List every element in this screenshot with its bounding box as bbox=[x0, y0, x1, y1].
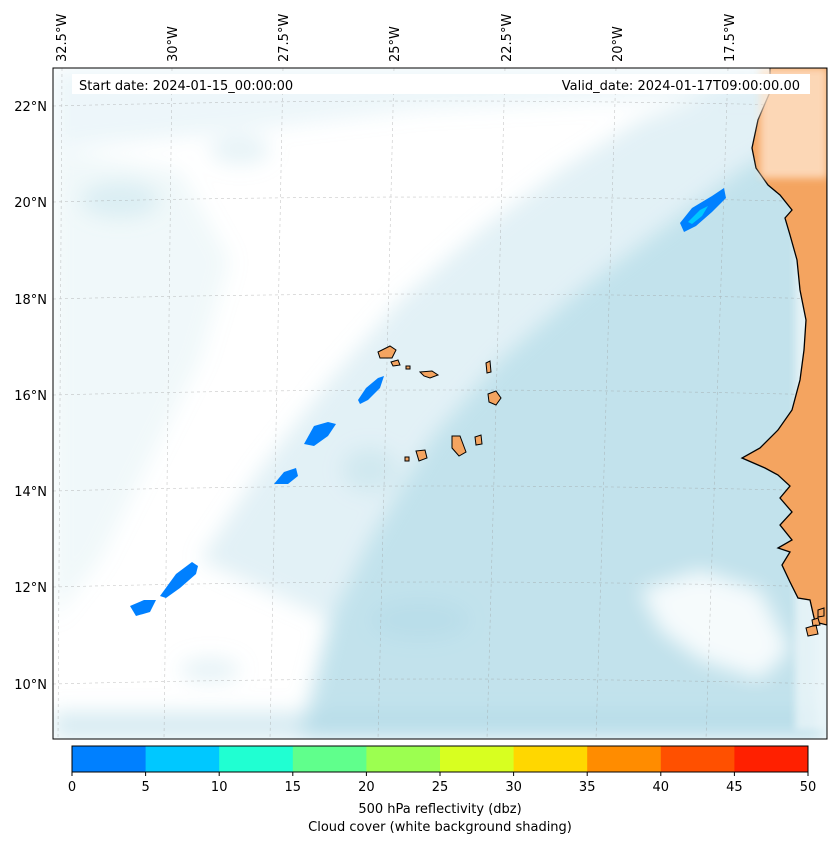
cloud-patch bbox=[80, 182, 160, 218]
lat-label: 20°N bbox=[14, 196, 47, 211]
lon-label: 25°W bbox=[388, 26, 403, 62]
colorbar-swatch bbox=[734, 746, 809, 772]
colorbar: 0 5 10 15 20 25 30 35 40 45 50 500 hPa reflectivit… bbox=[68, 745, 816, 835]
meridian bbox=[377, 68, 395, 739]
lon-label: 22.5°W bbox=[500, 14, 515, 62]
lon-label: 17.5°W bbox=[723, 14, 738, 62]
lat-label: 16°N bbox=[14, 389, 47, 404]
colorbar-swatch bbox=[513, 746, 588, 772]
meridian bbox=[486, 68, 506, 739]
reflectivity-cell-core bbox=[688, 206, 708, 224]
longitude-labels: 32.5°W 30°W 27.5°W 25°W 22.5°W 20°W 17.5… bbox=[55, 14, 738, 62]
colorbar-ticks: 0 5 10 15 20 25 30 35 40 45 50 bbox=[68, 772, 816, 795]
lon-label: 30°W bbox=[166, 26, 181, 62]
graticule bbox=[53, 68, 827, 739]
colorbar-swatch bbox=[145, 746, 220, 772]
lat-label: 12°N bbox=[14, 581, 47, 596]
cloud-patch bbox=[370, 600, 470, 640]
map-panel bbox=[53, 68, 827, 739]
island-brava bbox=[404, 456, 410, 462]
reflectivity-cell bbox=[160, 562, 198, 598]
colorbar-tick-label: 20 bbox=[358, 780, 375, 795]
colorbar-tick-label: 50 bbox=[800, 780, 817, 795]
cloud-patch bbox=[180, 658, 240, 682]
colorbar-label: 500 hPa reflectivity (dbz) bbox=[358, 802, 521, 817]
bissagos-islands bbox=[805, 607, 825, 637]
island-santo-antao bbox=[377, 345, 397, 359]
lon-label: 27.5°W bbox=[277, 14, 292, 62]
reflectivity-cells bbox=[130, 188, 726, 616]
reflectivity-cell bbox=[130, 600, 156, 616]
start-date-label: Start date: 2024-01-15_00:00:00 bbox=[79, 79, 293, 94]
colorbar-tick-label: 25 bbox=[432, 780, 449, 795]
colorbar-tick-label: 10 bbox=[211, 780, 228, 795]
parallel bbox=[53, 485, 827, 492]
lat-label: 22°N bbox=[14, 100, 47, 115]
lon-label: 32.5°W bbox=[55, 14, 70, 62]
cloud-band-south bbox=[53, 712, 827, 739]
island-sal bbox=[485, 360, 492, 374]
colorbar-swatches bbox=[72, 746, 809, 772]
header-box bbox=[72, 74, 810, 94]
reflectivity-cell bbox=[358, 376, 384, 404]
latitude-labels: 22°N 20°N 18°N 16°N 14°N 12°N 10°N bbox=[14, 100, 47, 693]
colorbar-tick-label: 45 bbox=[726, 780, 743, 795]
colorbar-tick-label: 40 bbox=[653, 780, 670, 795]
parallel bbox=[53, 678, 827, 685]
cloud-band-west bbox=[53, 150, 230, 620]
island-santa-luzia bbox=[405, 365, 411, 370]
island-fogo bbox=[415, 449, 428, 462]
colorbar-tick-label: 0 bbox=[68, 780, 76, 795]
parallel bbox=[53, 389, 827, 396]
lat-label: 10°N bbox=[14, 678, 47, 693]
island-sao-nicolau bbox=[418, 370, 440, 379]
meridian bbox=[163, 68, 173, 739]
colorbar-swatch bbox=[292, 746, 367, 772]
cloud-patch bbox=[210, 136, 270, 164]
cape-verde-islands bbox=[377, 345, 502, 462]
colorbar-tick-label: 15 bbox=[285, 780, 302, 795]
colorbar-tick-label: 35 bbox=[579, 780, 596, 795]
island-sao-vicente bbox=[390, 359, 401, 367]
valid-date-label: Valid_date: 2024-01-17T09:00:00.00 bbox=[562, 79, 800, 94]
cloud-patch bbox=[342, 448, 398, 492]
colorbar-swatch bbox=[366, 746, 441, 772]
meridian bbox=[57, 68, 63, 739]
lat-label: 18°N bbox=[14, 293, 47, 308]
meridian bbox=[595, 68, 617, 739]
reflectivity-cell bbox=[304, 422, 336, 446]
reflectivity-cell bbox=[274, 468, 298, 484]
colorbar-tick-label: 5 bbox=[141, 780, 149, 795]
colorbar-tick-label: 30 bbox=[505, 780, 522, 795]
map-frame bbox=[52, 67, 828, 740]
colorbar-swatch bbox=[587, 746, 662, 772]
lat-label: 14°N bbox=[14, 485, 47, 500]
colorbar-swatch bbox=[660, 746, 735, 772]
colorbar-swatch bbox=[72, 746, 147, 772]
clear-slot bbox=[640, 570, 790, 680]
colorbar-swatch bbox=[440, 746, 515, 772]
island-maio bbox=[474, 434, 483, 446]
lon-label: 20°W bbox=[611, 26, 626, 62]
africa-mainland bbox=[740, 68, 827, 626]
colorbar-swatch bbox=[219, 746, 294, 772]
island-boa-vista bbox=[487, 390, 502, 406]
parallel bbox=[53, 581, 827, 588]
parallel bbox=[53, 100, 827, 107]
meridian bbox=[269, 68, 284, 739]
parallel bbox=[53, 293, 827, 300]
meridian bbox=[705, 68, 729, 739]
island-santiago bbox=[451, 435, 467, 457]
colorbar-sublabel: Cloud cover (white background shading) bbox=[308, 820, 572, 835]
parallel bbox=[53, 196, 827, 203]
